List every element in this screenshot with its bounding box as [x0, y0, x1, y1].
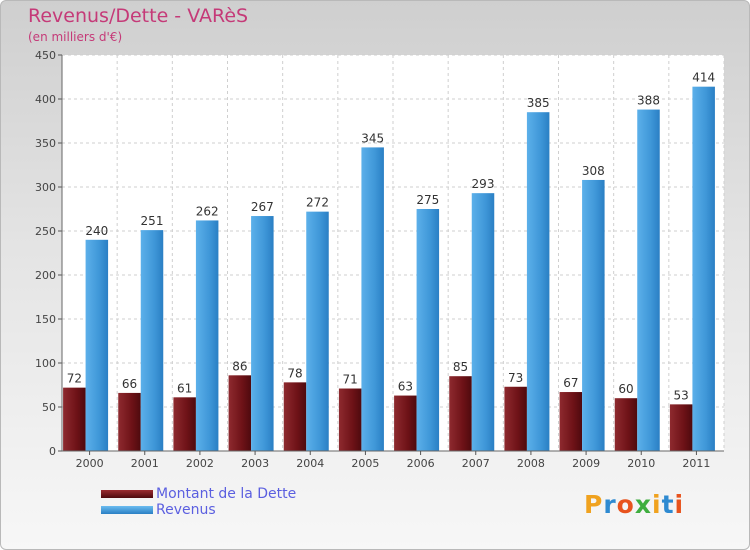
bar-revenue: [306, 211, 329, 451]
legend-label-revenue: Revenus: [156, 502, 216, 518]
x-tick-label: 2007: [462, 457, 490, 470]
bar-debt: [228, 375, 252, 451]
y-tick-label: 450: [35, 49, 56, 62]
data-label-revenue: 388: [637, 94, 660, 108]
chart-title: Revenus/Dette - VARèS: [28, 5, 249, 27]
bar-revenue: [526, 112, 550, 451]
logo-letter: o: [616, 490, 635, 519]
logo-letter: r: [603, 490, 617, 519]
x-tick-label: 2011: [682, 457, 710, 470]
data-label-revenue: 345: [361, 131, 384, 145]
bar-debt: [63, 387, 86, 451]
data-label-revenue: 385: [527, 96, 550, 110]
bar-revenue: [361, 147, 384, 451]
x-tick-label: 2010: [627, 457, 655, 470]
y-tick-label: 150: [35, 313, 56, 326]
legend-label-debt: Montant de la Dette: [156, 486, 297, 502]
bar-revenue: [251, 216, 274, 451]
bar-debt: [394, 395, 417, 451]
data-label-revenue: 272: [306, 196, 329, 210]
proxiti-logo: Proxiti: [584, 490, 684, 519]
data-label-revenue: 267: [251, 200, 274, 214]
data-label-debt: 72: [67, 372, 82, 386]
bars-layer: [63, 86, 715, 452]
bar-debt: [504, 386, 527, 451]
y-tick-label: 200: [35, 269, 56, 282]
bar-revenue: [582, 179, 605, 451]
x-tick-label: 2004: [296, 457, 324, 470]
data-label-revenue: 275: [416, 193, 439, 207]
y-tick-label: 100: [35, 357, 56, 370]
bar-revenue: [692, 86, 715, 452]
y-tick-label: 250: [35, 225, 56, 238]
x-tick-label: 2005: [351, 457, 379, 470]
bar-revenue: [85, 239, 109, 451]
logo-letter: i: [652, 490, 662, 519]
bar-debt: [338, 388, 362, 451]
data-label-revenue: 251: [141, 214, 164, 228]
bar-revenue: [140, 230, 164, 451]
logo-letter: i: [674, 490, 685, 519]
bar-debt: [449, 376, 472, 451]
bar-revenue: [637, 109, 660, 451]
y-tick-label: 400: [35, 93, 56, 106]
logo-letter: P: [584, 490, 604, 519]
bar-revenue: [471, 193, 495, 451]
bar-debt: [559, 392, 583, 451]
data-label-debt: 73: [508, 371, 523, 385]
x-tick-label: 2008: [517, 457, 545, 470]
y-tick-label: 50: [42, 401, 56, 414]
data-label-revenue: 414: [692, 71, 715, 85]
y-tick-label: 0: [49, 445, 56, 458]
logo-letter: x: [634, 490, 652, 519]
y-tick-label: 350: [35, 137, 56, 150]
data-label-debt: 53: [674, 388, 689, 402]
chart-subtitle: (en milliers d'€): [28, 30, 123, 44]
data-label-revenue: 293: [472, 177, 495, 191]
data-label-debt: 60: [618, 382, 633, 396]
x-tick-label: 2000: [76, 457, 104, 470]
bar-debt: [118, 392, 141, 451]
logo-letter: t: [661, 490, 675, 519]
data-label-debt: 86: [232, 359, 247, 373]
data-label-debt: 66: [122, 377, 137, 391]
bar-revenue: [416, 209, 440, 451]
legend-swatch-debt: [101, 490, 153, 498]
bar-debt: [614, 398, 638, 451]
data-label-debt: 67: [563, 376, 578, 390]
bar-debt: [173, 397, 196, 451]
x-tick-label: 2001: [131, 457, 159, 470]
x-tick-label: 2003: [241, 457, 269, 470]
data-label-revenue: 262: [196, 204, 219, 218]
x-tick-label: 2002: [186, 457, 214, 470]
labels-layer: 72 240 66 251 61 262 86 267 78 272 71 345 63 275 85 293…: [67, 71, 715, 403]
data-label-debt: 63: [398, 380, 413, 394]
data-label-debt: 61: [177, 381, 192, 395]
y-tick-label: 300: [35, 181, 56, 194]
x-tick-label: 2009: [572, 457, 600, 470]
grid-layer: [61, 54, 725, 452]
axis-layer: 0 50 100 150 200 250 300 350 400 450 2000 2001 2002 2…: [35, 49, 724, 470]
data-label-debt: 78: [287, 366, 302, 380]
legend-swatch-revenue: [101, 506, 153, 514]
x-tick-label: 2006: [407, 457, 435, 470]
data-label-debt: 85: [453, 360, 468, 374]
data-label-revenue: 240: [85, 224, 108, 238]
data-label-debt: 71: [343, 373, 358, 387]
bar-revenue: [195, 220, 219, 451]
bar-debt: [669, 404, 693, 451]
data-label-revenue: 308: [582, 164, 605, 178]
bar-debt: [283, 382, 307, 451]
